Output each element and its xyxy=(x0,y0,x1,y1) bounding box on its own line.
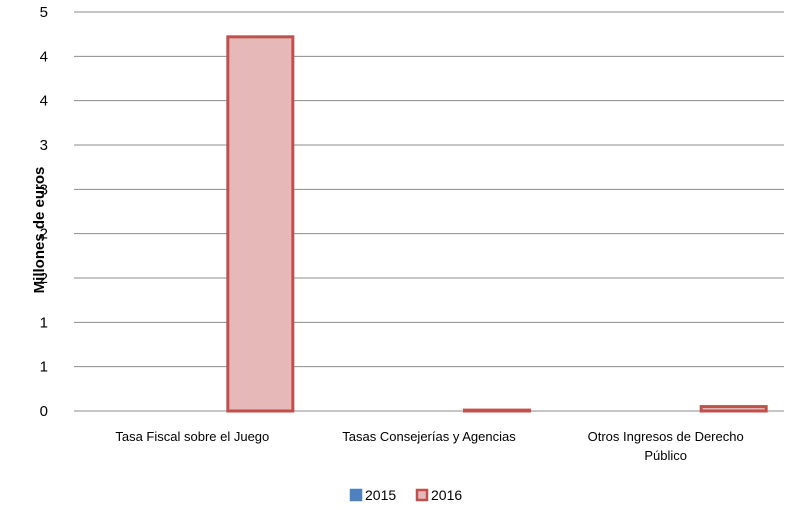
y-tick-label: 4 xyxy=(40,48,48,65)
y-tick-label: 3 xyxy=(40,181,48,198)
y-tick-label: 3 xyxy=(40,137,48,154)
y-tick-label: 2 xyxy=(40,226,48,243)
legend-swatch xyxy=(349,488,363,502)
x-category-label: Tasas Consejerías y Agencias xyxy=(342,429,516,444)
y-tick-label: 0 xyxy=(40,403,48,420)
y-tick-label: 5 xyxy=(40,4,48,21)
legend: 2015 2016 xyxy=(349,487,462,503)
y-tick-label: 1 xyxy=(40,359,48,376)
bar-2016-1 xyxy=(226,35,295,413)
y-tick-label: 4 xyxy=(40,93,48,110)
y-tick-label: 2 xyxy=(40,270,48,287)
x-category-label: Tasa Fiscal sobre el Juego xyxy=(115,429,269,444)
x-category-label: Otros Ingresos de Derecho Público xyxy=(588,429,744,463)
gridlines xyxy=(74,11,784,412)
bar-2016-2 xyxy=(463,408,531,413)
legend-label: 2016 xyxy=(431,487,462,503)
legend-item-2015: 2015 xyxy=(349,487,396,503)
bars xyxy=(226,35,768,413)
legend-item-2016: 2016 xyxy=(415,487,462,503)
legend-label: 2015 xyxy=(365,487,396,503)
legend-swatch xyxy=(415,488,429,502)
y-axis-tick-labels: 0 1 1 2 2 3 3 4 4 5 xyxy=(40,4,48,420)
y-axis-label: Millones de euros xyxy=(31,167,48,294)
bar-2016-3 xyxy=(699,405,768,413)
x-axis-category-labels: Tasa Fiscal sobre el Juego Tasas Consejer… xyxy=(115,429,743,463)
y-tick-label: 1 xyxy=(40,314,48,331)
